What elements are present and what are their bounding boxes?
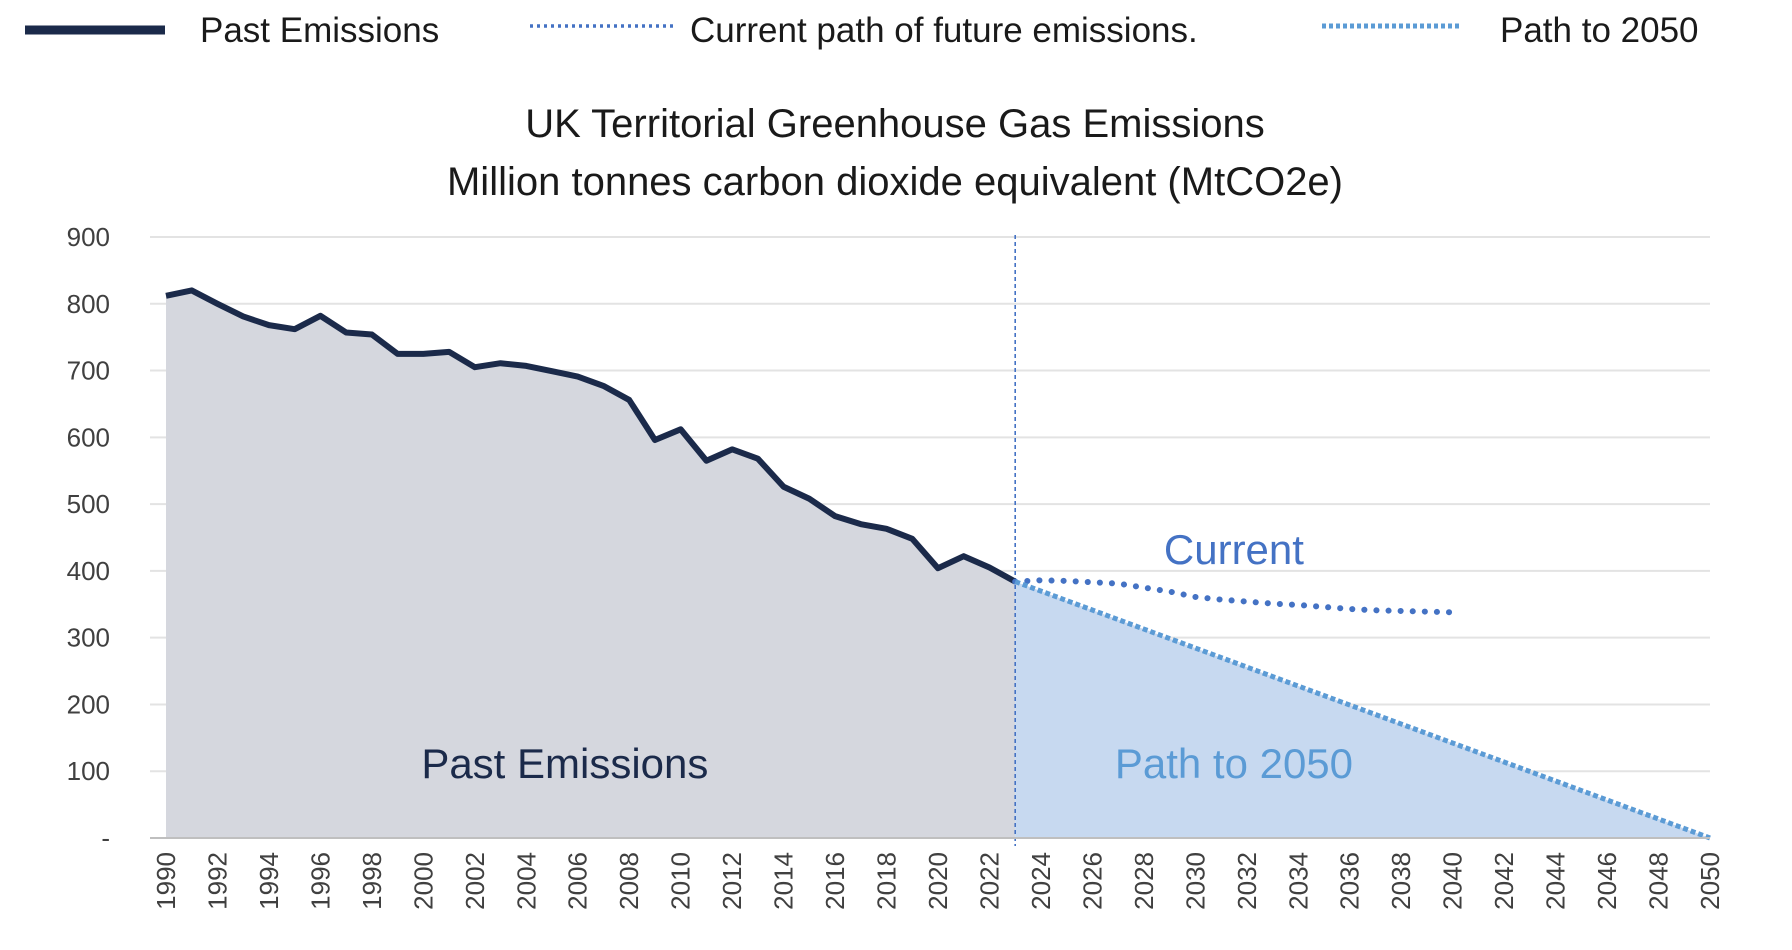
legend-label-path2050: Path to 2050 (1500, 11, 1699, 50)
y-tick-label: 100 (67, 756, 110, 786)
series-lines (165, 287, 1711, 841)
y-tick-label: - (101, 823, 110, 853)
x-tick-label: 2036 (1335, 852, 1365, 910)
y-tick-label: 600 (67, 422, 110, 452)
x-tick-label: 1996 (305, 852, 335, 910)
x-tick-label: 2044 (1541, 852, 1571, 910)
y-tick-label: 300 (67, 623, 110, 653)
legend-label-current: Current path of future emissions. (690, 11, 1198, 50)
x-tick-label: 2000 (408, 852, 438, 910)
legend: Past Emissions Current path of future em… (25, 11, 1699, 50)
y-tick-label: 900 (67, 222, 110, 252)
annotation-label: Path to 2050 (1115, 740, 1353, 787)
x-tick-label: 1998 (357, 852, 387, 910)
x-tick-label: 2008 (614, 852, 644, 910)
x-tick-label: 2016 (820, 852, 850, 910)
x-tick-label: 2004 (511, 852, 541, 910)
y-tick-label: 400 (67, 556, 110, 586)
x-tick-label: 2010 (666, 852, 696, 910)
x-tick-label: 2046 (1592, 852, 1622, 910)
x-tick-label: 2006 (563, 852, 593, 910)
legend-label-past: Past Emissions (200, 11, 439, 50)
x-axis: 1990 1992 1994 1996 1998 2000 2002 2004 2006 2008… (150, 837, 1725, 910)
chart-title: UK Territorial Greenhouse Gas Emissions (525, 102, 1265, 146)
x-tick-label: 2002 (460, 852, 490, 910)
x-tick-label: 2038 (1386, 852, 1416, 910)
annotation-label: Past Emissions (421, 740, 708, 787)
x-tick-label: 2012 (717, 852, 747, 910)
x-tick-label: 2040 (1438, 852, 1468, 910)
x-tick-label: 2032 (1232, 852, 1262, 910)
y-tick-label: 500 (67, 489, 110, 519)
y-axis: - 100 200 300 400 500 600 700 800 900 (67, 222, 110, 853)
x-tick-label: 2042 (1489, 852, 1519, 910)
annotation-label: Current (1164, 526, 1304, 573)
x-tick-label: 2050 (1695, 852, 1725, 910)
series-line-path2050 (1014, 579, 1711, 841)
x-tick-label: 1994 (254, 852, 284, 910)
x-tick-label: 1990 (151, 852, 181, 910)
x-tick-label: 2018 (872, 852, 902, 910)
x-tick-label: 2022 (974, 852, 1004, 910)
x-tick-label: 2014 (769, 852, 799, 910)
series-line-past (165, 287, 1017, 585)
y-tick-label: 200 (67, 689, 110, 719)
x-tick-label: 2020 (923, 852, 953, 910)
series-line-current (1012, 577, 1456, 616)
chart-subtitle: Million tonnes carbon dioxide equivalent… (447, 160, 1343, 204)
x-tick-label: 2028 (1129, 852, 1159, 910)
annotations: Past Emissions Path to 2050 Current (421, 526, 1353, 787)
x-tick-label: 2030 (1180, 852, 1210, 910)
x-tick-label: 1992 (202, 852, 232, 910)
area-fill-0 (166, 290, 1016, 838)
x-tick-label: 2048 (1644, 852, 1674, 910)
y-tick-label: 800 (67, 289, 110, 319)
x-tick-label: 2024 (1026, 852, 1056, 910)
x-tick-label: 2026 (1077, 852, 1107, 910)
x-tick-label: 2034 (1283, 852, 1313, 910)
y-tick-label: 700 (67, 356, 110, 386)
